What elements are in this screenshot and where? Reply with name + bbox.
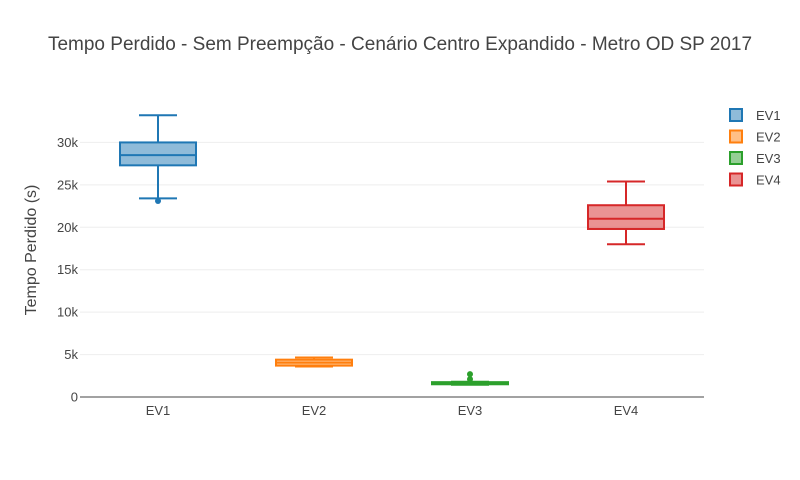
legend-swatch[interactable] (729, 108, 743, 122)
legend-swatch[interactable] (729, 129, 743, 144)
y-tick-label: 20k (57, 220, 78, 235)
legend-label[interactable]: EV1 (756, 108, 781, 123)
legend-item-ev2[interactable]: EV2 (729, 129, 781, 145)
box-ev2 (275, 356, 353, 368)
y-tick-label: 15k (57, 262, 78, 277)
outlier-point (155, 197, 161, 204)
y-tick-label: 10k (57, 305, 78, 320)
y-axis-ticks: 0 5k 10k 15k 20k 25k 30k (57, 135, 78, 405)
x-tick-label: EV3 (458, 403, 483, 418)
box-ev1 (119, 114, 197, 204)
x-tick-label: EV4 (614, 403, 639, 418)
legend[interactable]: EV1 EV2 EV3 EV4 (729, 108, 781, 188)
box-ev3 (431, 371, 509, 386)
outlier-point (467, 371, 473, 378)
legend-swatch[interactable] (729, 151, 743, 165)
legend-swatch[interactable] (729, 172, 743, 187)
box-iqr (119, 141, 197, 167)
legend-label[interactable]: EV2 (756, 130, 781, 145)
x-tick-label: EV1 (146, 403, 171, 418)
y-tick-label: 30k (57, 135, 78, 150)
y-tick-label: 25k (57, 177, 78, 192)
legend-label[interactable]: EV4 (756, 173, 781, 188)
legend-label[interactable]: EV3 (756, 151, 781, 166)
legend-item-ev3[interactable]: EV3 (729, 151, 781, 166)
legend-item-ev4[interactable]: EV4 (729, 172, 781, 188)
box-plot-series (119, 114, 665, 386)
y-tick-label: 5k (64, 347, 78, 362)
y-axis-title: Tempo Perdido (s) (23, 185, 40, 316)
x-axis-ticks: EV1 EV2 EV3 EV4 (146, 403, 639, 418)
box-ev4 (587, 180, 665, 246)
chart-title: Tempo Perdido - Sem Preempção - Cenário … (48, 34, 752, 55)
box-iqr (587, 204, 665, 230)
legend-item-ev1[interactable]: EV1 (729, 108, 781, 123)
y-tick-label: 0 (71, 390, 78, 405)
x-tick-label: EV2 (302, 403, 327, 418)
outlier-point (467, 376, 473, 383)
